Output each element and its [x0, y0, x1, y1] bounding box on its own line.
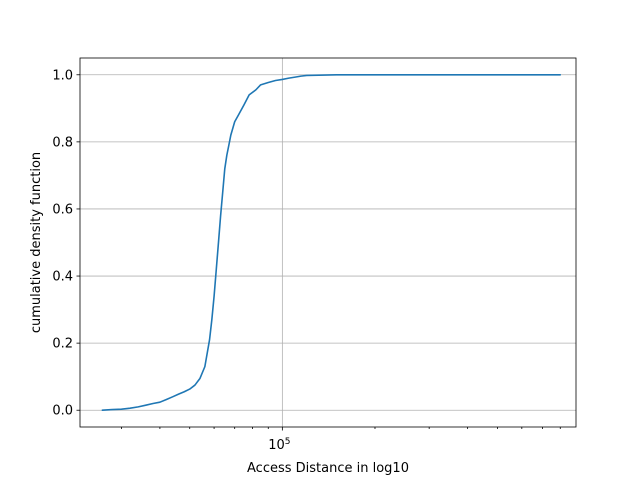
axis-ticks: 0.0 0.2 0.4 0.6 0.8 1.0 105: [52, 68, 561, 453]
y-tick-label: 1.0: [52, 68, 73, 83]
y-tick-label: 0.6: [52, 202, 73, 217]
y-tick-label: 0.0: [52, 404, 73, 419]
grid-lines: [80, 58, 576, 427]
series-layer: [101, 73, 562, 412]
y-tick-label: 0.8: [52, 135, 73, 150]
x-tick-label: 105: [268, 437, 290, 453]
x-axis-label: Access Distance in log10: [247, 461, 409, 476]
y-tick-label: 0.2: [52, 337, 73, 352]
y-axis-label: cumulative density function: [29, 152, 44, 333]
y-tick-label: 0.4: [52, 270, 73, 285]
cdf-series-line: [101, 73, 562, 412]
plot-area-frame: [79, 57, 577, 428]
